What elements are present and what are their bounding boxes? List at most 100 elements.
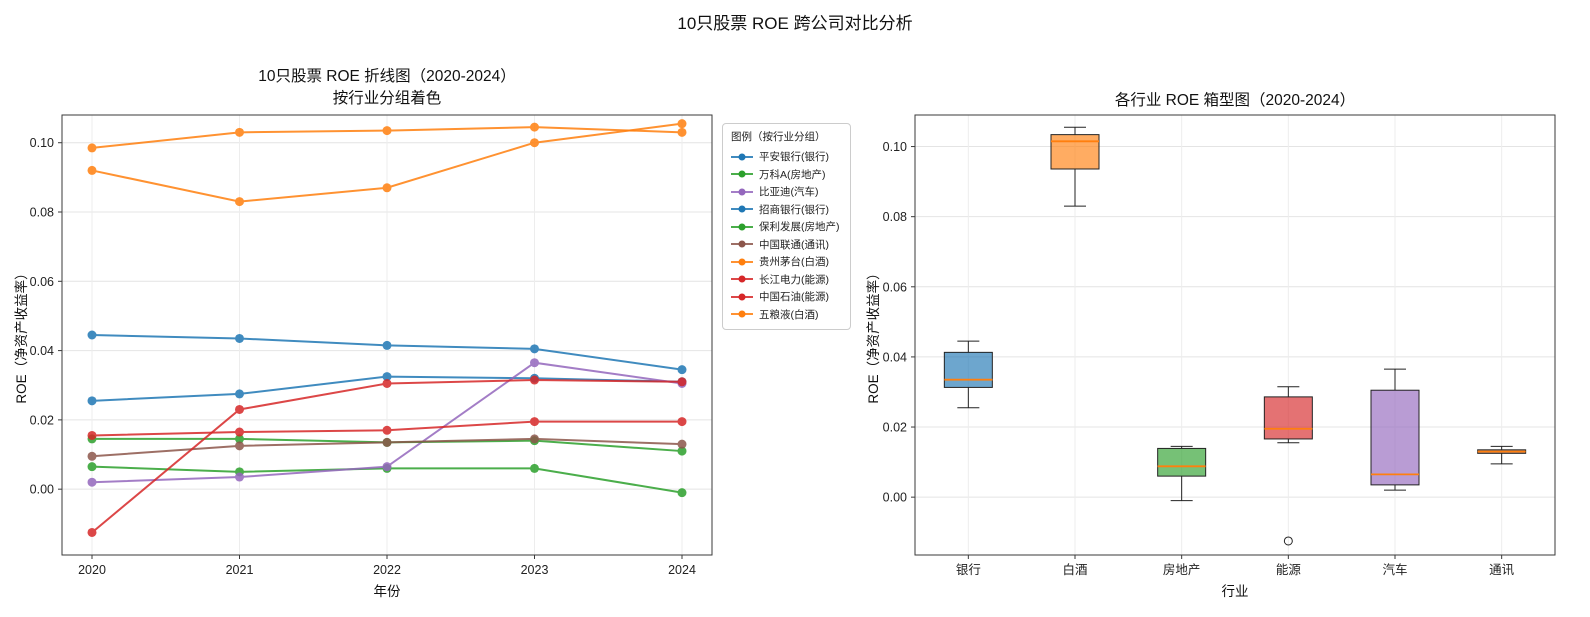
series-point <box>677 377 687 387</box>
legend-line-dot-marker <box>731 309 753 319</box>
box-chart-y-tick-label: 0.10 <box>883 140 907 154</box>
line-series-五粮液(白酒) <box>87 119 687 207</box>
series-point <box>530 417 539 427</box>
box-chart-axes: 0.00 0.02 0.04 0.06 0.08 0.10 银行 白酒 房地产 能源 汽车 通讯 <box>883 114 1556 577</box>
series-point <box>382 379 392 389</box>
boxplot-通讯 <box>1477 445 1527 465</box>
legend-label: 万科A(房地产) <box>759 168 826 181</box>
series-point <box>382 372 392 382</box>
legend-line-dot-marker <box>731 222 753 232</box>
legend-label: 平安银行(银行) <box>759 151 829 164</box>
box-chart-x-tick-label: 汽车 <box>1382 562 1407 577</box>
legend-line-dot-marker <box>731 274 753 284</box>
legend-line-dot-marker <box>731 204 753 214</box>
line-series-贵州茅台(白酒) <box>87 122 687 153</box>
box-chart-title: 各行业 ROE 箱型图（2020-2024） <box>1114 92 1356 109</box>
boxplot-白酒 <box>1050 126 1100 207</box>
series-point <box>235 427 244 437</box>
series-point <box>382 437 392 447</box>
legend-line-dot-marker <box>731 187 753 197</box>
outlier-point <box>1283 536 1293 546</box>
box-chart-x-tick-label: 通讯 <box>1489 563 1515 577</box>
line-chart-x-tick-label: 2023 <box>521 563 549 577</box>
box-chart-y-tick-label: 0.00 <box>883 491 907 505</box>
box-chart-y-tick-label: 0.08 <box>883 210 907 224</box>
series-point <box>382 126 392 136</box>
line-chart-y-tick-label: 0.02 <box>30 413 54 427</box>
line-series-平安银行(银行) <box>87 372 687 406</box>
series-point <box>677 446 687 456</box>
series-point <box>677 365 687 375</box>
line-chart-y-tick-label: 0.04 <box>30 344 54 358</box>
box-chart-y-tick-label: 0.02 <box>883 421 907 435</box>
legend-item: 长江电力(能源) <box>731 271 840 289</box>
legend-marker-dot <box>738 258 746 266</box>
line-chart-axes: 0.00 0.02 0.04 0.06 0.08 0.10 2020 2021 2022 2023… <box>30 114 713 577</box>
boxplot-能源 <box>1263 386 1313 546</box>
legend-label: 五粮液(白酒) <box>759 308 819 321</box>
legend-label: 招商银行(银行) <box>759 203 829 216</box>
series-point <box>530 463 539 473</box>
box-chart-plot-background <box>915 115 1555 555</box>
legend-marker-dot <box>738 205 746 213</box>
line-chart-y-tick-label: 0.10 <box>30 136 54 150</box>
legend-item: 比亚迪(汽车) <box>731 183 840 201</box>
series-point <box>677 119 687 129</box>
legend-label: 中国联通(通讯) <box>759 238 829 251</box>
legend-label: 中国石油(能源) <box>759 291 829 304</box>
box-chart-x-tick-label: 白酒 <box>1062 562 1087 577</box>
legend-item: 贵州茅台(白酒) <box>731 253 840 271</box>
series-point <box>87 430 97 440</box>
legend-item: 中国联通(通讯) <box>731 236 840 254</box>
legend-marker-dot <box>738 240 746 248</box>
legend-item: 万科A(房地产) <box>731 166 840 184</box>
legend-marker-dot <box>738 275 746 283</box>
legend-item: 五粮液(白酒) <box>731 306 840 324</box>
series-point <box>87 143 97 153</box>
line-series-中国石油(能源) <box>87 375 687 537</box>
boxplot-房地产 <box>1157 445 1207 502</box>
box-chart-x-tick-label: 房地产 <box>1163 562 1201 577</box>
box <box>1050 134 1100 170</box>
box <box>1157 447 1207 477</box>
series-point <box>87 462 97 472</box>
box-chart-x-tick-label: 银行 <box>956 563 981 577</box>
box <box>1370 389 1420 486</box>
legend-items: 平安银行(银行) 万科A(房地产) 比亚迪(汽车) 招商银行(银行) 保利发展(房地产)… <box>731 148 840 323</box>
legend-marker-dot <box>738 223 746 231</box>
legend-marker-dot <box>738 170 746 178</box>
series-point <box>235 333 244 343</box>
line-chart-x-tick-label: 2022 <box>373 563 401 577</box>
series-point <box>235 434 244 444</box>
box <box>943 351 993 388</box>
legend-line-dot-marker <box>731 169 753 179</box>
series-point <box>677 417 687 427</box>
series-point <box>87 330 97 340</box>
legend-line-dot-marker <box>731 152 753 162</box>
line-chart-y-tick-label: 0.08 <box>30 206 54 220</box>
series-point <box>235 197 244 207</box>
line-series-招商银行(银行) <box>87 330 687 375</box>
main-title: 10只股票 ROE 跨公司对比分析 <box>677 14 913 33</box>
series-point <box>87 451 97 461</box>
series-point <box>677 439 687 449</box>
line-chart-title-line2: 按行业分组着色 <box>332 90 442 108</box>
series-point <box>530 434 539 444</box>
legend-marker-dot <box>738 310 746 318</box>
line-series-长江电力(能源) <box>87 417 687 440</box>
box-chart-x-tick-label: 能源 <box>1276 563 1302 577</box>
legend-marker-dot <box>738 188 746 196</box>
line-chart-x-axis-label: 年份 <box>373 584 401 599</box>
series-point <box>87 396 97 406</box>
boxplot-银行 <box>943 340 993 409</box>
series-point <box>530 138 539 148</box>
boxplot-汽车 <box>1370 368 1420 491</box>
box-chart-x-axis-label: 行业 <box>1221 584 1249 599</box>
series-point <box>235 404 244 414</box>
legend-label: 长江电力(能源) <box>759 273 829 286</box>
series-point <box>87 527 97 537</box>
series-point <box>382 183 392 193</box>
series-point <box>677 488 687 498</box>
legend-line-dot-marker <box>731 292 753 302</box>
